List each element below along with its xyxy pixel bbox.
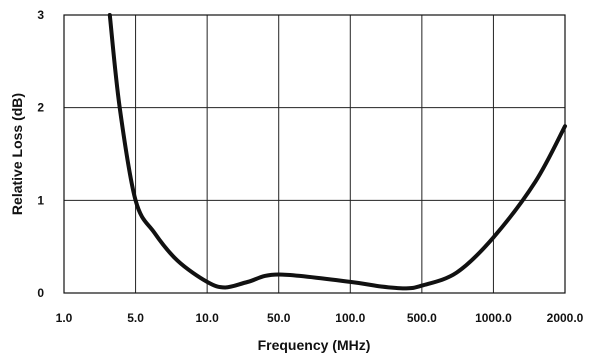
y-tick-label: 0 bbox=[37, 286, 44, 300]
grid bbox=[64, 15, 565, 293]
y-axis-title: Relative Loss (dB) bbox=[9, 93, 25, 215]
x-tick-labels: 1.0 5.0 10.0 50.0 100.0 500.0 1000.0 2000.0 bbox=[56, 311, 584, 325]
x-tick-label: 50.0 bbox=[267, 311, 291, 325]
x-tick-label: 1000.0 bbox=[475, 311, 512, 325]
relative-loss-line bbox=[107, 13, 567, 291]
x-tick-label: 500.0 bbox=[407, 311, 437, 325]
y-tick-label: 2 bbox=[37, 101, 44, 115]
x-tick-label: 1.0 bbox=[56, 311, 73, 325]
x-tick-label: 5.0 bbox=[127, 311, 144, 325]
series-layer bbox=[107, 13, 567, 291]
x-axis-title: Frequency (MHz) bbox=[258, 337, 371, 353]
plot-background bbox=[64, 15, 565, 293]
x-tick-label: 10.0 bbox=[195, 311, 219, 325]
x-tick-label: 2000.0 bbox=[547, 311, 584, 325]
y-tick-label: 3 bbox=[37, 8, 44, 22]
y-tick-labels: 0 1 2 3 bbox=[37, 8, 44, 300]
plot-border bbox=[63, 14, 566, 294]
x-tick-label: 100.0 bbox=[335, 311, 365, 325]
y-tick-label: 1 bbox=[37, 193, 44, 207]
